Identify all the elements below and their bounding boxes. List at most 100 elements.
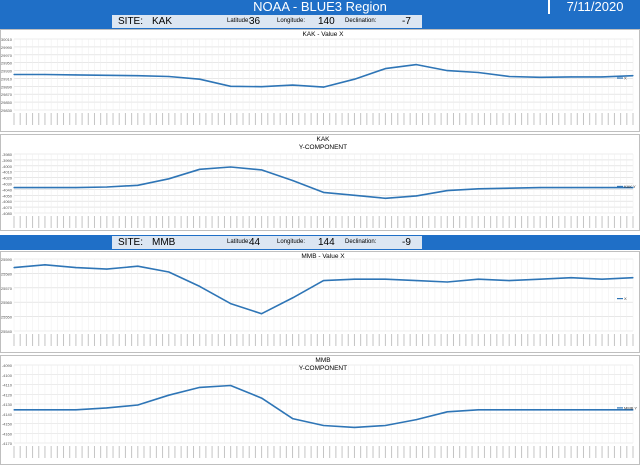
data-point	[384, 197, 386, 199]
site-info-kak: SITE: KAK Latitude: 36 Longitude: 140 De…	[112, 15, 422, 28]
x-tick-label	[607, 334, 609, 346]
x-tick-label	[211, 334, 213, 346]
x-tick-label	[626, 446, 628, 458]
data-point	[75, 74, 77, 76]
x-tick-label	[131, 334, 133, 346]
data-point	[601, 278, 603, 280]
x-tick-label	[397, 216, 399, 228]
x-tick-label	[304, 113, 306, 125]
legend-label: X	[624, 76, 627, 81]
x-tick-label	[366, 446, 368, 458]
x-tick-label	[552, 113, 554, 125]
data-point	[384, 67, 386, 70]
x-tick-label	[230, 446, 232, 458]
chart-title: MMB - Value X	[301, 253, 345, 260]
x-tick-label	[508, 446, 510, 458]
x-tick-label	[440, 113, 442, 125]
data-point	[601, 187, 603, 189]
x-tick-label	[205, 216, 207, 228]
y-tick-label: 29990	[1, 45, 13, 50]
x-tick-label	[13, 216, 15, 228]
x-tick-label	[298, 334, 300, 346]
data-point	[353, 426, 356, 428]
x-tick-label	[508, 216, 510, 228]
chart-svg-1: -3980-3990-4000-4010-4020-4030-4040-4050…	[0, 134, 640, 231]
x-tick-label	[582, 216, 584, 228]
y-tick-label: 29950	[1, 61, 13, 66]
x-tick-label	[186, 216, 188, 228]
x-tick-label	[422, 113, 424, 125]
x-tick-label	[533, 113, 535, 125]
x-tick-label	[180, 113, 182, 125]
x-tick-label	[304, 446, 306, 458]
x-tick-label	[613, 446, 615, 458]
x-tick-label	[106, 216, 108, 228]
x-tick-label	[56, 334, 58, 346]
x-tick-label	[570, 216, 572, 228]
x-tick-label	[620, 334, 622, 346]
x-tick-label	[155, 446, 157, 458]
x-tick-label	[149, 334, 151, 346]
x-tick-label	[236, 216, 238, 228]
y-tick-label: 30010	[1, 37, 13, 42]
longitude-label: Longitude:	[277, 18, 306, 24]
x-tick-label	[273, 334, 275, 346]
legend-label: MMB Y	[624, 405, 637, 410]
data-point	[44, 187, 46, 189]
data-point	[446, 281, 448, 283]
y-tick-label: -3990	[2, 158, 13, 163]
y-tick-label: 25570	[1, 286, 13, 291]
x-tick-label	[452, 334, 454, 346]
data-point	[508, 409, 510, 411]
x-tick-label	[248, 216, 250, 228]
x-tick-label	[483, 216, 485, 228]
data-point	[477, 188, 479, 190]
x-tick-label	[242, 334, 244, 346]
x-tick-label	[174, 216, 176, 228]
x-tick-label	[118, 216, 120, 228]
x-tick-label	[75, 216, 77, 228]
x-tick-label	[217, 334, 219, 346]
x-tick-label	[131, 113, 133, 125]
x-tick-label	[477, 446, 479, 458]
x-tick-label	[236, 446, 238, 458]
data-point	[261, 169, 263, 171]
x-tick-label	[137, 216, 139, 228]
x-tick-label	[298, 113, 300, 125]
data-point	[415, 280, 417, 282]
x-tick-label	[341, 334, 343, 346]
x-tick-label	[366, 113, 368, 125]
x-tick-label	[360, 334, 362, 346]
x-tick-label	[100, 334, 102, 346]
x-tick-label	[50, 446, 52, 458]
data-point	[137, 404, 139, 406]
x-tick-label	[193, 446, 195, 458]
x-tick-label	[483, 334, 485, 346]
declination-label: Declination:	[345, 18, 377, 24]
x-tick-label	[81, 216, 83, 228]
x-tick-label	[378, 334, 380, 346]
x-tick-label	[205, 446, 207, 458]
x-tick-label	[38, 334, 40, 346]
x-tick-label	[347, 216, 349, 228]
x-tick-label	[124, 446, 126, 458]
x-tick-label	[205, 113, 207, 125]
x-tick-label	[397, 113, 399, 125]
x-tick-label	[353, 446, 355, 458]
x-tick-label	[514, 446, 516, 458]
x-tick-label	[558, 113, 560, 125]
x-tick-label	[415, 334, 417, 346]
data-point	[291, 84, 294, 86]
data-point	[632, 409, 634, 411]
x-tick-label	[452, 216, 454, 228]
data-point	[75, 267, 77, 269]
x-tick-label	[508, 334, 510, 346]
x-tick-label	[607, 216, 609, 228]
x-tick-label	[93, 216, 95, 228]
x-tick-label	[279, 334, 281, 346]
y-tick-label: -4140	[2, 412, 13, 417]
report-date: 7/11/2020	[548, 0, 640, 14]
x-tick-label	[292, 216, 294, 228]
x-tick-label	[601, 334, 603, 346]
x-tick-label	[56, 216, 58, 228]
